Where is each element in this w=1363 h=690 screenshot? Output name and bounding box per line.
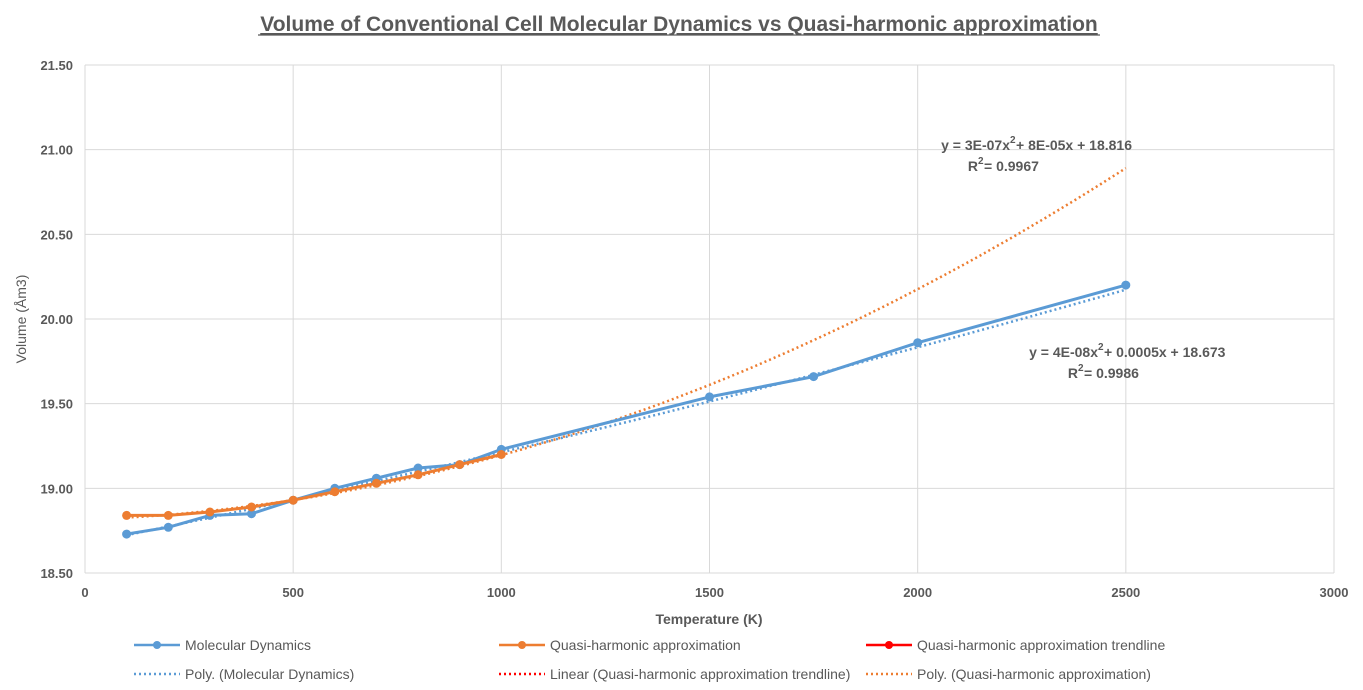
y-tick-label: 19.50 [40, 397, 73, 412]
series-line-quasi-harmonic [126, 453, 502, 517]
legend-label-molecular-dynamics: Molecular Dynamics [185, 637, 311, 653]
data-point-quasi-harmonic [496, 450, 506, 459]
data-point-quasi-harmonic [288, 495, 298, 505]
data-point-quasi-harmonic [205, 507, 215, 517]
x-axis-title: Temperature (K) [655, 611, 762, 627]
legend-marker-qha-trendline [885, 641, 893, 649]
legend-item-linear-qha-trendline[interactable]: Linear (Quasi-harmonic approximation tre… [499, 666, 850, 682]
gridlines [84, 64, 1335, 574]
legend-label-poly-md: Poly. (Molecular Dynamics) [185, 666, 354, 682]
data-point-quasi-harmonic [163, 510, 173, 520]
legend-item-poly-md[interactable]: Poly. (Molecular Dynamics) [134, 666, 354, 682]
md-equation-superscript: 2 [1098, 342, 1104, 353]
x-tick-label: 2500 [1111, 585, 1140, 600]
trendline-poly-quasi-harmonic [126, 167, 1127, 519]
legend-item-molecular-dynamics[interactable]: Molecular Dynamics [134, 637, 311, 653]
qha-r2-tail: = 0.9967 [984, 158, 1039, 174]
legend-marker-quasi-harmonic [518, 641, 526, 649]
plot-area [122, 167, 1131, 539]
y-tick-label: 21.50 [40, 58, 73, 73]
md-r2-tail: = 0.9986 [1084, 365, 1139, 381]
y-tick-label: 18.50 [40, 566, 73, 581]
data-point-molecular-dynamics [913, 338, 923, 348]
data-point-molecular-dynamics [809, 372, 819, 382]
data-point-molecular-dynamics [122, 529, 132, 539]
series-line-molecular-dynamics [126, 283, 1127, 536]
x-tick-label: 1000 [487, 585, 516, 600]
chart-title: Volume of Conventional Cell Molecular Dy… [260, 13, 1097, 36]
x-tick-label: 2000 [903, 585, 932, 600]
data-point-quasi-harmonic [413, 470, 423, 480]
legend-item-quasi-harmonic[interactable]: Quasi-harmonic approximation [499, 637, 741, 653]
legend-marker-molecular-dynamics [153, 641, 161, 649]
md-r2-superscript: 2 [1078, 363, 1084, 374]
md-equation-tail: + 0.0005x + 18.673 [1104, 344, 1226, 360]
legend-label-qha-trendline: Quasi-harmonic approximation trendline [917, 637, 1165, 653]
qha-equation-head: y = 3E-07x [941, 137, 1010, 153]
data-point-molecular-dynamics [413, 463, 423, 473]
legend-item-poly-qha[interactable]: Poly. (Quasi-harmonic approximation) [866, 666, 1151, 682]
data-point-molecular-dynamics [163, 522, 173, 532]
trendline-equation-molecular-dynamics: y = 4E-08x 2 + 0.0005x + 18.673 R 2 = 0.… [1029, 342, 1226, 381]
qha-equation-superscript: 2 [1010, 135, 1016, 146]
data-point-quasi-harmonic [455, 460, 465, 470]
x-tick-label: 0 [81, 585, 88, 600]
data-point-molecular-dynamics [247, 509, 256, 519]
data-point-quasi-harmonic [330, 487, 340, 497]
qha-r2-head: R [968, 158, 978, 174]
qha-equation-tail: + 8E-05x + 18.816 [1016, 137, 1132, 153]
md-equation-head: y = 4E-08x [1029, 344, 1098, 360]
legend-label-poly-qha: Poly. (Quasi-harmonic approximation) [917, 666, 1151, 682]
legend-item-qha-trendline[interactable]: Quasi-harmonic approximation trendline [866, 637, 1165, 653]
y-tick-label: 20.50 [40, 227, 73, 242]
y-axis-title: Volume (Åm3) [13, 275, 29, 364]
md-r2-head: R [1068, 365, 1078, 381]
data-point-quasi-harmonic [371, 478, 381, 488]
y-tick-label: 20.00 [40, 312, 73, 327]
legend-label-linear-qha-trendline: Linear (Quasi-harmonic approximation tre… [550, 666, 850, 682]
data-point-molecular-dynamics [705, 392, 714, 402]
x-tick-label: 500 [282, 585, 304, 600]
x-tick-label: 1500 [695, 585, 724, 600]
x-tick-label: 3000 [1320, 585, 1349, 600]
qha-r2-superscript: 2 [978, 156, 984, 167]
y-tick-label: 19.00 [40, 481, 73, 496]
data-point-molecular-dynamics [1121, 280, 1131, 290]
data-point-quasi-harmonic [122, 510, 132, 520]
trendline-equation-quasi-harmonic: y = 3E-07x 2 + 8E-05x + 18.816 R 2 = 0.9… [941, 135, 1132, 174]
legend-label-quasi-harmonic: Quasi-harmonic approximation [550, 637, 741, 653]
y-tick-label: 21.00 [40, 143, 73, 158]
legend: Molecular Dynamics Quasi-harmonic approx… [134, 637, 1165, 682]
axis-ticks: 0 500 1000 1500 2000 2500 3000 18.50 19.00 19.50 2… [40, 58, 1348, 600]
data-point-quasi-harmonic [247, 502, 256, 512]
